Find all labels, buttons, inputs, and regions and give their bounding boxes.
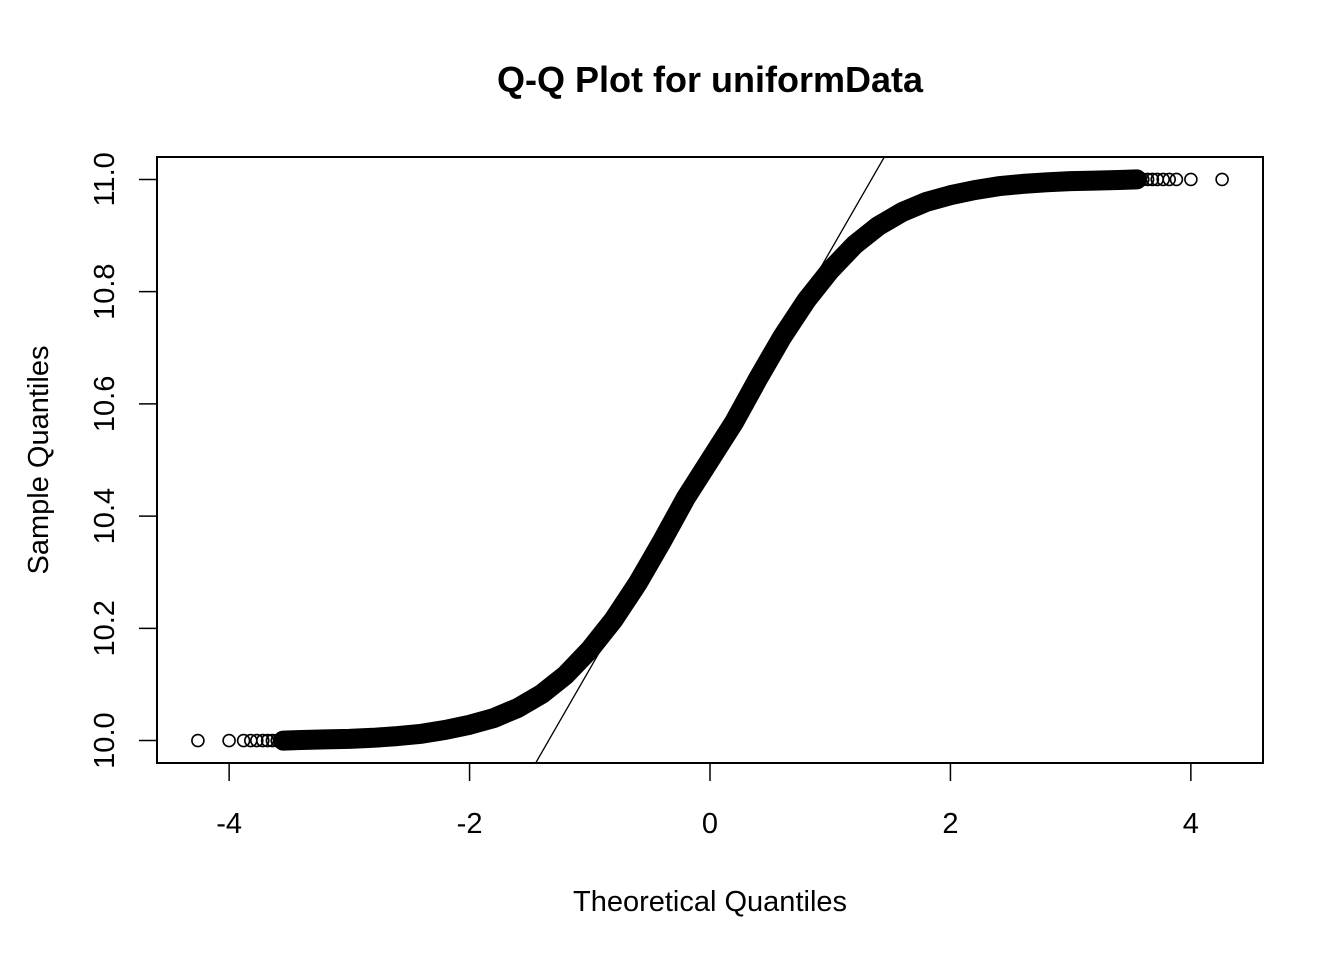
data-point xyxy=(236,733,251,748)
y-tick-label: 10.6 xyxy=(89,376,121,432)
y-axis: 10.0 10.2 10.4 10.6 10.8 11.0 xyxy=(89,152,158,769)
chart-title: Q-Q Plot for uniformData xyxy=(497,59,924,100)
y-axis-label: Sample Quantiles xyxy=(23,346,55,575)
x-tick-label: 0 xyxy=(702,808,718,840)
data-point xyxy=(991,179,1006,193)
y-tick-label: 10.8 xyxy=(89,263,121,319)
data-point xyxy=(249,733,264,748)
data-point xyxy=(390,729,405,743)
data-point xyxy=(1215,172,1229,187)
x-tick-label: -2 xyxy=(457,808,483,840)
data-point xyxy=(191,733,205,748)
qq-reference-line xyxy=(535,157,885,763)
data-point xyxy=(1136,172,1150,187)
y-tick-label: 10.2 xyxy=(89,600,121,656)
y-tick-label: 10.4 xyxy=(89,488,121,544)
data-point xyxy=(823,263,838,278)
data-point xyxy=(606,612,621,627)
data-point xyxy=(342,732,357,746)
data-point xyxy=(1162,172,1176,187)
data-point xyxy=(318,732,333,747)
data-point xyxy=(751,371,765,386)
data-point xyxy=(1063,174,1078,188)
x-axis: -4 -2 0 2 4 xyxy=(216,762,1199,840)
data-point xyxy=(1087,173,1102,188)
data-point xyxy=(847,238,862,252)
data-point xyxy=(1039,175,1054,190)
y-tick-label: 10.0 xyxy=(89,712,121,768)
data-point xyxy=(462,717,477,732)
data-point xyxy=(294,733,309,747)
data-point xyxy=(265,733,280,748)
data-point xyxy=(871,219,886,233)
x-axis-label: Theoretical Quantiles xyxy=(573,886,847,918)
data-point xyxy=(534,687,549,701)
data-point xyxy=(558,668,573,682)
data-point xyxy=(919,195,934,209)
data-point xyxy=(414,726,429,741)
x-tick-label: 2 xyxy=(942,808,958,840)
data-point xyxy=(582,642,597,657)
data-point xyxy=(270,733,285,748)
data-point xyxy=(222,733,236,748)
data-point xyxy=(1184,172,1198,187)
x-tick-label: 4 xyxy=(1183,808,1199,840)
data-point xyxy=(775,330,789,344)
data-point xyxy=(967,183,982,197)
data-point xyxy=(1015,177,1030,191)
data-point xyxy=(1140,172,1155,187)
data-point xyxy=(1130,172,1144,187)
data-point xyxy=(366,730,381,745)
data-point xyxy=(1156,172,1170,187)
data-point xyxy=(1111,173,1126,187)
y-tick-label: 11.0 xyxy=(89,152,121,206)
data-point xyxy=(943,188,958,202)
data-point xyxy=(799,293,814,308)
data-point xyxy=(276,733,291,748)
data-point xyxy=(1145,172,1160,187)
data-point xyxy=(438,723,453,737)
data-point xyxy=(727,415,741,430)
x-tick-label: -4 xyxy=(216,808,242,840)
data-point xyxy=(510,701,525,715)
data-point xyxy=(679,490,693,505)
data-point xyxy=(631,576,645,590)
data-point xyxy=(260,733,275,748)
data-point xyxy=(895,205,910,219)
reference-line-group xyxy=(535,157,885,763)
data-point xyxy=(486,711,501,725)
data-point xyxy=(255,733,270,748)
data-point xyxy=(1169,172,1184,187)
data-point xyxy=(703,453,717,467)
data-point xyxy=(655,534,669,549)
